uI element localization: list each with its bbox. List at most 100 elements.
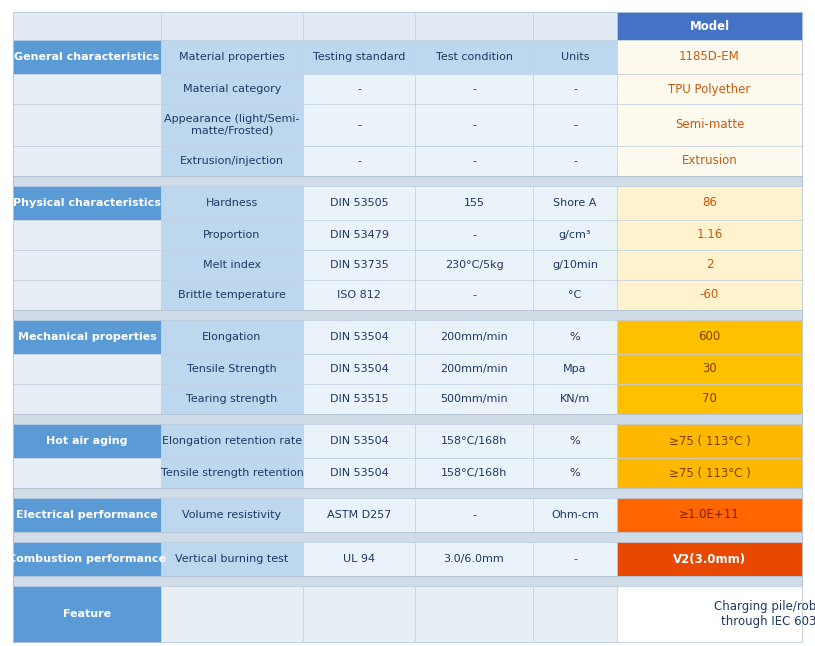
Text: V2(3.0mm): V2(3.0mm) [673, 552, 746, 565]
Text: Test condition: Test condition [435, 52, 513, 62]
Bar [161, 424, 303, 458]
Bar [161, 104, 303, 146]
Bar [533, 586, 617, 642]
Text: 2: 2 [706, 258, 713, 271]
Bar [13, 12, 161, 40]
Text: Combustion performance: Combustion performance [8, 554, 166, 564]
Text: 86: 86 [702, 196, 717, 209]
Bar [415, 12, 533, 40]
Bar [161, 220, 303, 250]
Text: °C: °C [568, 290, 582, 300]
Bar [13, 384, 161, 414]
Bar [161, 384, 303, 414]
Text: g/10min: g/10min [552, 260, 598, 270]
Bar [415, 40, 533, 74]
Bar [533, 458, 617, 488]
Text: Material properties: Material properties [179, 52, 285, 62]
Text: 155: 155 [464, 198, 484, 208]
Bar [415, 74, 533, 104]
Text: Semi-matte: Semi-matte [675, 118, 744, 132]
Bar [617, 146, 802, 176]
Text: Model: Model [689, 19, 729, 32]
Text: 158°C/168h: 158°C/168h [441, 468, 507, 478]
Bar [533, 40, 617, 74]
Bar [415, 498, 533, 532]
Text: Physical characteristics: Physical characteristics [13, 198, 161, 208]
Text: Hot air aging: Hot air aging [46, 436, 128, 446]
Bar [533, 12, 617, 40]
Text: Brittle temperature: Brittle temperature [178, 290, 286, 300]
Bar [617, 384, 802, 414]
Text: -: - [573, 554, 577, 564]
Bar [533, 280, 617, 310]
Text: Shore A: Shore A [553, 198, 597, 208]
Bar [13, 458, 161, 488]
Text: -: - [472, 510, 476, 520]
Bar [303, 104, 415, 146]
Text: g/cm³: g/cm³ [559, 230, 591, 240]
Text: %: % [570, 332, 580, 342]
Bar [13, 542, 161, 576]
Text: -: - [573, 84, 577, 94]
Bar [415, 320, 533, 354]
Text: DIN 53515: DIN 53515 [330, 394, 388, 404]
Bar [303, 74, 415, 104]
Text: %: % [570, 436, 580, 446]
Text: Tearing strength: Tearing strength [187, 394, 278, 404]
Bar [13, 146, 161, 176]
Bar [415, 542, 533, 576]
Text: Feature: Feature [63, 609, 111, 619]
Bar [617, 220, 802, 250]
Text: -: - [573, 120, 577, 130]
Bar [415, 280, 533, 310]
Bar [415, 186, 533, 220]
Text: ≥1.0E+11: ≥1.0E+11 [679, 508, 740, 521]
Text: 70: 70 [702, 393, 717, 406]
Bar [533, 74, 617, 104]
Bar [303, 40, 415, 74]
Bar [13, 532, 802, 542]
Bar [13, 186, 161, 220]
Text: 230°C/5kg: 230°C/5kg [445, 260, 504, 270]
Text: ISO 812: ISO 812 [337, 290, 381, 300]
Text: Melt index: Melt index [203, 260, 261, 270]
Text: 500mm/min: 500mm/min [440, 394, 508, 404]
Text: -: - [357, 156, 361, 166]
Text: Hardness: Hardness [206, 198, 258, 208]
Bar [303, 250, 415, 280]
Text: Tensile Strength: Tensile Strength [187, 364, 277, 374]
Text: Extrusion: Extrusion [681, 154, 738, 167]
Bar [533, 320, 617, 354]
Text: 200mm/min: 200mm/min [440, 332, 508, 342]
Text: UL 94: UL 94 [343, 554, 375, 564]
Text: -60: -60 [700, 289, 719, 302]
Bar [161, 74, 303, 104]
Bar [533, 354, 617, 384]
Text: Units: Units [561, 52, 589, 62]
Text: -: - [357, 84, 361, 94]
Bar [617, 586, 802, 642]
Bar [13, 104, 161, 146]
Text: Testing standard: Testing standard [313, 52, 405, 62]
Text: DIN 53735: DIN 53735 [329, 260, 389, 270]
Bar [303, 542, 415, 576]
Text: -: - [472, 120, 476, 130]
Bar [617, 12, 802, 40]
Text: -: - [472, 230, 476, 240]
Bar [303, 424, 415, 458]
Bar [161, 586, 303, 642]
Bar [415, 146, 533, 176]
Bar [161, 542, 303, 576]
Bar [161, 186, 303, 220]
Bar [415, 220, 533, 250]
Text: 1185D-EM: 1185D-EM [679, 50, 740, 63]
Text: 200mm/min: 200mm/min [440, 364, 508, 374]
Text: Mpa: Mpa [563, 364, 587, 374]
Bar [415, 384, 533, 414]
Bar [13, 498, 161, 532]
Text: ≥75 ( 113°C ): ≥75 ( 113°C ) [668, 466, 751, 479]
Bar [533, 542, 617, 576]
Text: DIN 53504: DIN 53504 [329, 364, 389, 374]
Text: ASTM D257: ASTM D257 [327, 510, 391, 520]
Bar [303, 320, 415, 354]
